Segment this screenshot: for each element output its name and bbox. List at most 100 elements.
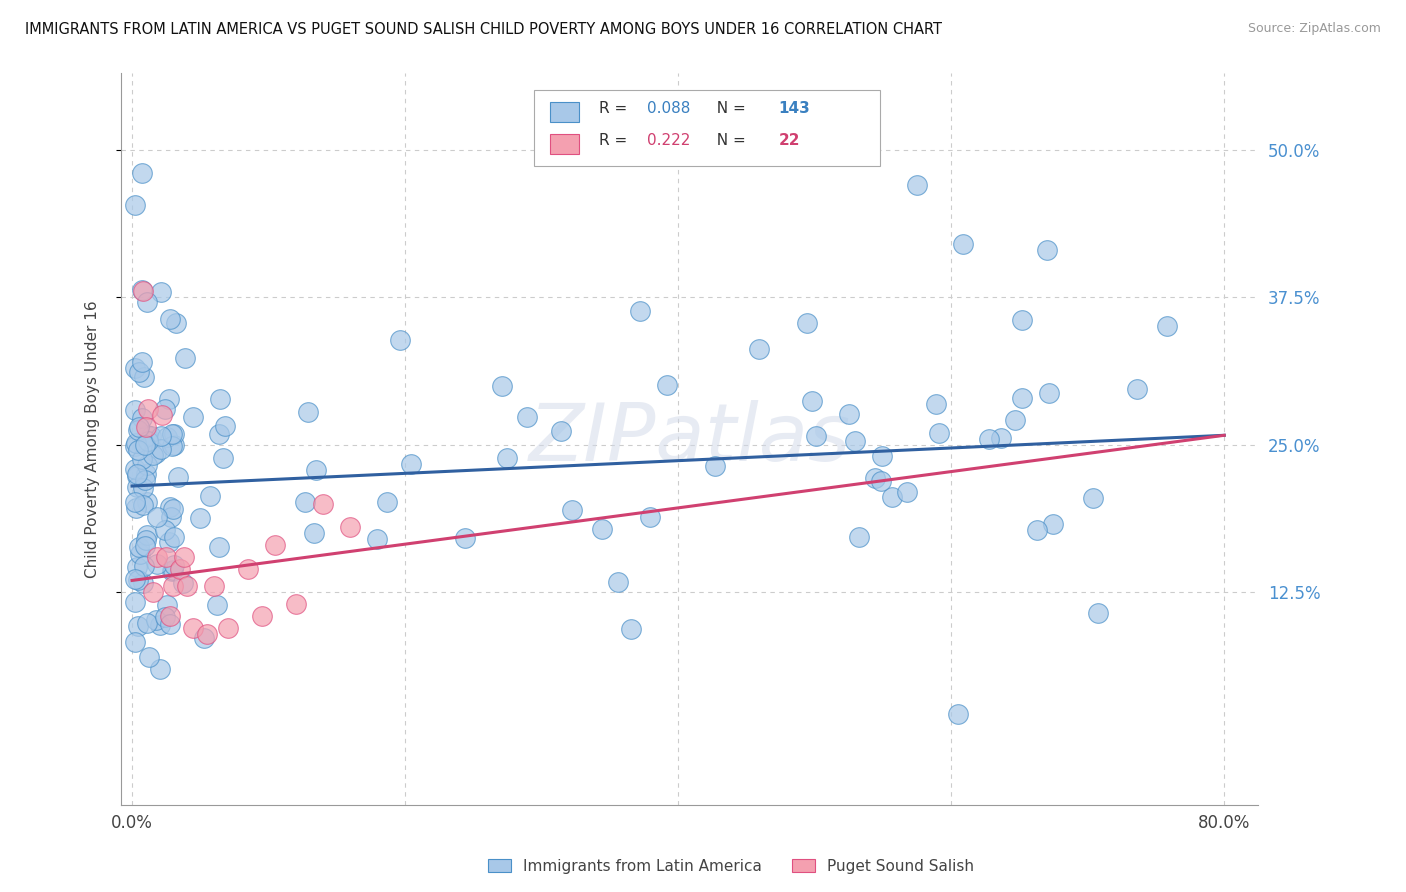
Point bbox=[162, 427, 184, 442]
Point bbox=[136, 434, 159, 448]
Point bbox=[748, 342, 770, 356]
Text: R =: R = bbox=[599, 101, 631, 116]
Point bbox=[136, 428, 159, 442]
Point bbox=[159, 608, 181, 623]
Point bbox=[1081, 491, 1104, 505]
Point bbox=[124, 461, 146, 475]
Point bbox=[127, 573, 149, 587]
Point bbox=[124, 435, 146, 450]
Point bbox=[198, 489, 221, 503]
Bar bbox=[550, 102, 578, 122]
Point bbox=[134, 369, 156, 384]
Point bbox=[150, 285, 173, 300]
Point bbox=[162, 579, 184, 593]
Text: N =: N = bbox=[707, 133, 751, 148]
Point bbox=[150, 408, 173, 422]
Point bbox=[207, 540, 229, 554]
Point bbox=[312, 497, 335, 511]
Point bbox=[863, 471, 886, 485]
Point bbox=[172, 575, 194, 590]
Text: R =: R = bbox=[599, 133, 631, 148]
Point bbox=[193, 631, 215, 645]
Point bbox=[156, 430, 179, 444]
Point bbox=[250, 608, 273, 623]
Point bbox=[131, 283, 153, 297]
Point bbox=[202, 579, 225, 593]
Point bbox=[169, 561, 191, 575]
Point bbox=[297, 405, 319, 419]
Point bbox=[136, 615, 159, 630]
Point bbox=[134, 438, 156, 452]
Point bbox=[284, 597, 307, 611]
Point bbox=[142, 448, 165, 462]
Point bbox=[162, 564, 184, 578]
Text: ZIPatlas: ZIPatlas bbox=[529, 400, 851, 478]
Text: N =: N = bbox=[707, 101, 751, 116]
Point bbox=[134, 559, 156, 574]
Point bbox=[132, 481, 155, 495]
Point bbox=[136, 495, 159, 509]
Point bbox=[135, 533, 157, 547]
FancyBboxPatch shape bbox=[534, 90, 880, 166]
Point bbox=[304, 525, 326, 540]
Point bbox=[136, 295, 159, 310]
Y-axis label: Child Poverty Among Boys Under 16: Child Poverty Among Boys Under 16 bbox=[86, 300, 100, 578]
Point bbox=[132, 285, 155, 299]
Text: 143: 143 bbox=[779, 101, 810, 116]
Point bbox=[131, 452, 153, 467]
Point bbox=[138, 402, 160, 417]
Point bbox=[655, 377, 678, 392]
Point bbox=[1026, 523, 1049, 537]
Point bbox=[872, 449, 894, 463]
Point bbox=[162, 502, 184, 516]
Point bbox=[208, 392, 231, 406]
Point bbox=[1156, 319, 1178, 334]
Point bbox=[801, 394, 824, 409]
Point bbox=[131, 576, 153, 591]
Point bbox=[124, 360, 146, 375]
Point bbox=[124, 635, 146, 649]
Point bbox=[131, 411, 153, 425]
Point bbox=[977, 432, 1000, 446]
Point bbox=[125, 480, 148, 494]
Point bbox=[128, 541, 150, 555]
Point bbox=[591, 522, 613, 536]
Point bbox=[132, 498, 155, 512]
Point bbox=[264, 538, 287, 552]
Point bbox=[160, 427, 183, 442]
Point bbox=[550, 424, 572, 438]
Point bbox=[1038, 385, 1060, 400]
Point bbox=[491, 379, 513, 393]
Point bbox=[870, 474, 893, 488]
Point bbox=[174, 351, 197, 366]
Point bbox=[153, 523, 176, 537]
Point bbox=[134, 473, 156, 487]
Point bbox=[181, 409, 204, 424]
Point bbox=[145, 509, 167, 524]
Point bbox=[156, 599, 179, 613]
Point bbox=[925, 397, 948, 411]
Point bbox=[159, 617, 181, 632]
Point bbox=[145, 613, 167, 627]
Point bbox=[173, 549, 195, 564]
Point bbox=[160, 439, 183, 453]
Point bbox=[127, 619, 149, 633]
Point bbox=[124, 573, 146, 587]
Point bbox=[844, 434, 866, 448]
Point bbox=[796, 316, 818, 330]
Point bbox=[838, 408, 860, 422]
Point bbox=[138, 650, 160, 665]
Point bbox=[848, 531, 870, 545]
Point bbox=[163, 438, 186, 452]
Point bbox=[125, 500, 148, 515]
Text: 0.222: 0.222 bbox=[647, 133, 690, 148]
Point bbox=[217, 621, 239, 635]
Point bbox=[128, 420, 150, 434]
Point bbox=[162, 564, 184, 578]
Point bbox=[211, 450, 233, 465]
Point bbox=[1087, 606, 1109, 620]
Point bbox=[516, 410, 538, 425]
Point bbox=[155, 549, 177, 564]
Point bbox=[128, 365, 150, 379]
Point bbox=[141, 585, 163, 599]
